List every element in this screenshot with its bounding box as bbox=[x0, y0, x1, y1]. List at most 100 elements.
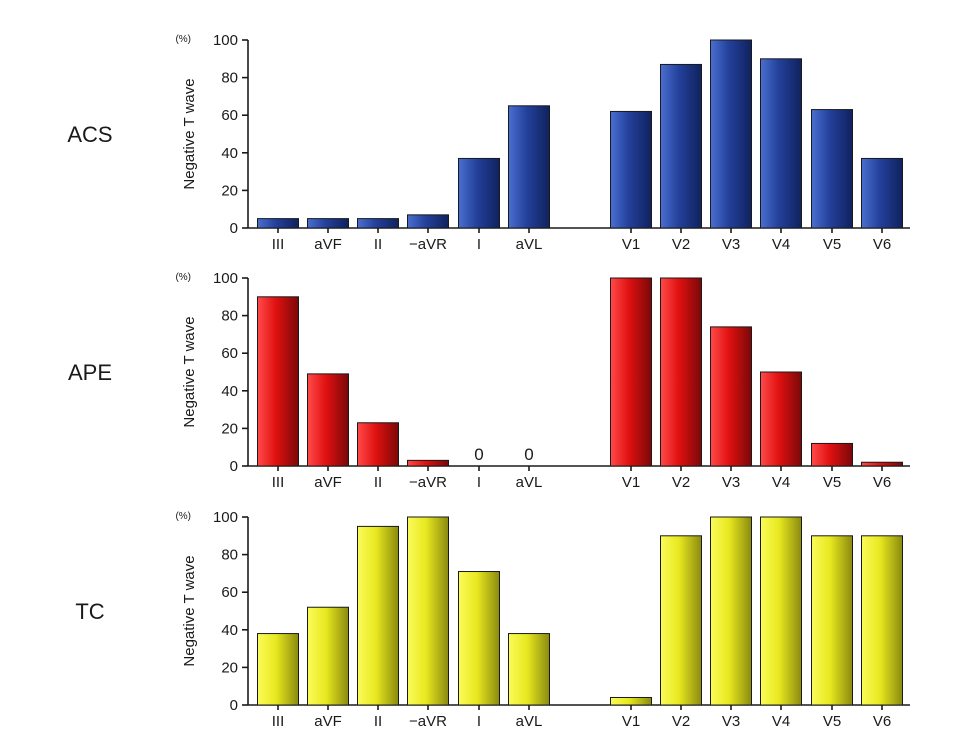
x-tick-label: II bbox=[374, 236, 382, 253]
bar-tc-4 bbox=[458, 571, 500, 706]
y-tick-label: 40 bbox=[221, 622, 238, 639]
bar-ape-3 bbox=[407, 459, 449, 467]
x-tick-label: aVL bbox=[516, 236, 543, 253]
bar-tc-3 bbox=[407, 516, 449, 706]
x-tick-label: aVL bbox=[516, 474, 543, 491]
group-label-ape: APE bbox=[68, 360, 112, 385]
y-tick-label: 20 bbox=[221, 659, 238, 676]
x-tick-label: V4 bbox=[772, 236, 790, 253]
bar-ape-9 bbox=[760, 371, 802, 467]
x-tick-label: V1 bbox=[622, 236, 640, 253]
bar-tc-7 bbox=[660, 535, 702, 706]
y-tick-label: 60 bbox=[221, 584, 238, 601]
x-tick-label: −aVR bbox=[409, 713, 447, 730]
x-tick-label: −aVR bbox=[409, 474, 447, 491]
bar-tc-11 bbox=[861, 535, 903, 706]
x-tick-label: I bbox=[477, 474, 481, 491]
x-tick-label: aVF bbox=[314, 713, 342, 730]
bar-acs-6 bbox=[610, 110, 652, 229]
y-axis-title: Negative T wave bbox=[181, 316, 198, 427]
y-tick-label: 40 bbox=[221, 145, 238, 162]
y-tick-label: 0 bbox=[230, 697, 238, 714]
y-tick-label: 80 bbox=[221, 308, 238, 325]
bar-acs-3 bbox=[407, 214, 449, 229]
bar-tc-2 bbox=[357, 525, 399, 706]
x-tick-label: I bbox=[477, 236, 481, 253]
bar-tc-8 bbox=[710, 516, 752, 706]
bar-acs-4 bbox=[458, 157, 500, 229]
bar-acs-0 bbox=[257, 218, 299, 229]
x-tick-label: II bbox=[374, 474, 382, 491]
y-tick-label: 80 bbox=[221, 547, 238, 564]
bar-ape-2 bbox=[357, 422, 399, 467]
x-tick-label: V6 bbox=[873, 236, 891, 253]
bar-acs-8 bbox=[710, 39, 752, 229]
x-tick-label: −aVR bbox=[409, 236, 447, 253]
y-tick-label: 100 bbox=[213, 509, 238, 526]
unit-label: (%) bbox=[175, 272, 191, 283]
x-tick-label: V3 bbox=[722, 236, 740, 253]
bar-tc-10 bbox=[811, 535, 853, 706]
group-label-tc: TC bbox=[75, 599, 104, 624]
bar-acs-11 bbox=[861, 157, 903, 229]
x-tick-label: III bbox=[272, 713, 285, 730]
bar-acs-9 bbox=[760, 58, 802, 229]
y-tick-label: 60 bbox=[221, 345, 238, 362]
x-tick-label: aVL bbox=[516, 713, 543, 730]
y-tick-label: 100 bbox=[213, 32, 238, 49]
bar-ape-1 bbox=[307, 373, 349, 467]
bar-acs-7 bbox=[660, 63, 702, 229]
y-tick-label: 0 bbox=[230, 220, 238, 237]
unit-label: (%) bbox=[175, 511, 191, 522]
zero-value-label: 0 bbox=[524, 445, 533, 464]
y-tick-label: 20 bbox=[221, 182, 238, 199]
x-tick-label: V2 bbox=[672, 236, 690, 253]
y-tick-label: 80 bbox=[221, 70, 238, 87]
bar-tc-9 bbox=[760, 516, 802, 706]
x-tick-label: V1 bbox=[622, 713, 640, 730]
x-tick-label: V5 bbox=[823, 713, 841, 730]
x-tick-label: I bbox=[477, 713, 481, 730]
y-tick-label: 40 bbox=[221, 383, 238, 400]
unit-label: (%) bbox=[175, 34, 191, 45]
bar-ape-6 bbox=[610, 277, 652, 467]
x-tick-label: V2 bbox=[672, 474, 690, 491]
bar-ape-8 bbox=[710, 326, 752, 467]
bar-ape-10 bbox=[811, 442, 853, 467]
bar-acs-10 bbox=[811, 109, 853, 229]
x-tick-label: V3 bbox=[722, 474, 740, 491]
x-tick-label: V5 bbox=[823, 474, 841, 491]
bar-ape-7 bbox=[660, 277, 702, 467]
y-tick-label: 0 bbox=[230, 458, 238, 475]
x-tick-label: V1 bbox=[622, 474, 640, 491]
x-tick-label: V6 bbox=[873, 474, 891, 491]
bar-tc-6 bbox=[610, 696, 652, 706]
bar-tc-5 bbox=[508, 633, 550, 706]
y-axis-title: Negative T wave bbox=[181, 555, 198, 666]
y-tick-label: 20 bbox=[221, 420, 238, 437]
x-tick-label: V6 bbox=[873, 713, 891, 730]
bar-ape-11 bbox=[861, 461, 903, 467]
x-tick-label: V3 bbox=[722, 713, 740, 730]
x-tick-label: V2 bbox=[672, 713, 690, 730]
bar-acs-5 bbox=[508, 105, 550, 229]
x-tick-label: III bbox=[272, 236, 285, 253]
x-tick-label: aVF bbox=[314, 474, 342, 491]
y-tick-label: 60 bbox=[221, 107, 238, 124]
bar-tc-0 bbox=[257, 633, 299, 706]
x-tick-label: II bbox=[374, 713, 382, 730]
x-tick-label: V5 bbox=[823, 236, 841, 253]
bar-ape-0 bbox=[257, 296, 299, 467]
group-label-acs: ACS bbox=[67, 122, 112, 147]
x-tick-label: V4 bbox=[772, 474, 790, 491]
x-tick-label: V4 bbox=[772, 713, 790, 730]
x-tick-label: III bbox=[272, 474, 285, 491]
y-tick-label: 100 bbox=[213, 270, 238, 287]
bar-acs-1 bbox=[307, 218, 349, 229]
bar-tc-1 bbox=[307, 606, 349, 706]
bar-acs-2 bbox=[357, 218, 399, 229]
